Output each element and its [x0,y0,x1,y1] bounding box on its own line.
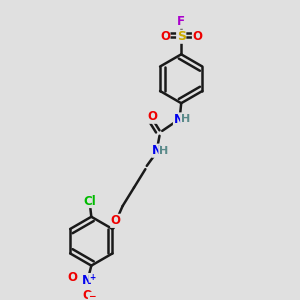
Text: −: − [88,292,96,300]
Text: O: O [193,30,202,43]
Text: N: N [82,274,92,287]
Text: F: F [177,15,185,28]
Text: O: O [111,214,121,227]
Text: H: H [159,146,168,156]
Text: Cl: Cl [84,194,96,208]
Text: N: N [173,113,184,126]
Text: +: + [89,273,95,282]
Text: H: H [181,115,190,124]
Text: S: S [177,30,186,43]
Text: O: O [160,30,170,43]
Text: O: O [82,289,92,300]
Text: O: O [148,110,158,123]
Text: O: O [67,271,77,284]
Text: N: N [152,144,162,157]
